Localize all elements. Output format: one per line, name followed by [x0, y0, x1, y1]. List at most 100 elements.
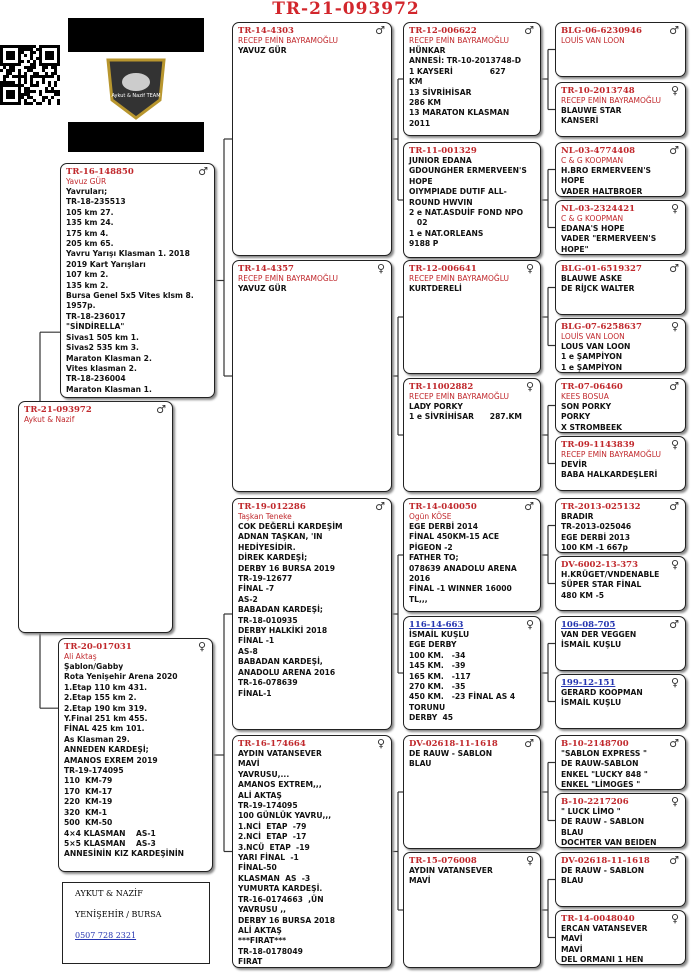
- info-line: 320 KM-1: [64, 807, 108, 817]
- contact-phone[interactable]: 0507 728 2321: [75, 931, 137, 940]
- info-line: ENKEL "LİMOGES ": [561, 780, 641, 790]
- qr-module: [36, 57, 39, 60]
- info-line: 1 e SİVRİHİSAR 287.KM: [409, 412, 522, 422]
- info-line: BABADAN KARDEŞİ;: [238, 605, 323, 615]
- info-line: COK DEĞERLİ KARDEŞİM: [238, 522, 343, 531]
- info-line: İSMAİL KUŞLU: [561, 698, 622, 708]
- ring-number: TR-12-006622: [409, 26, 477, 36]
- info-line: BABA HALKARDEŞLERİ: [561, 470, 658, 480]
- ring-number: BLG-07-6258637: [561, 322, 642, 332]
- logo-shield: [106, 58, 166, 120]
- qr-module: [6, 81, 9, 84]
- info-line: YARI FİNAL -1: [238, 853, 299, 863]
- info-line: DE RAUW - SABLON: [561, 817, 645, 827]
- info-line: 2016: [409, 574, 431, 584]
- qr-module: [24, 81, 27, 84]
- info-line: VAN DER VEGGEN: [561, 630, 637, 639]
- qr-module: [0, 63, 3, 66]
- qr-module: [9, 81, 12, 84]
- ring-number: TR-09-1143839: [561, 440, 635, 450]
- info-line: 220 KM-19: [64, 797, 113, 807]
- qr-module: [18, 90, 21, 93]
- info-line: DOCHTER VAN BEIDEN: [561, 838, 657, 848]
- qr-module: [18, 78, 21, 81]
- sex-symbol: ♂: [669, 24, 679, 37]
- info-line: 13 SİVRİHİSAR: [409, 87, 472, 97]
- qr-module: [24, 75, 27, 78]
- info-line: 170 KM-17: [64, 786, 113, 796]
- pedigree-box: TR-19-012286 ♂ Taşkan Teneke COK DEĞERLİ KA…: [232, 498, 392, 730]
- info-line: DERBY 16 BURSA 2018: [238, 915, 335, 925]
- info-line: 100 KM -1 667p: [561, 543, 628, 553]
- info-line: ROUND HWVIN: [409, 197, 473, 207]
- sex-symbol: ♀: [670, 558, 679, 571]
- info-line: ALİ AKTAŞ: [238, 925, 282, 935]
- ring-number: BLG-06-6230946: [561, 26, 642, 36]
- info-line: BLAU: [561, 827, 584, 837]
- qr-module: [33, 75, 36, 78]
- qr-module: [12, 69, 15, 72]
- qr-module: [33, 45, 36, 48]
- qr-module: [57, 75, 60, 78]
- info-line: TR-2013-025046: [561, 522, 632, 532]
- qr-module: [0, 93, 3, 96]
- qr-module: [33, 90, 36, 93]
- qr-module: [51, 57, 54, 60]
- qr-module: [24, 99, 27, 102]
- qr-module: [39, 75, 42, 78]
- qr-module: [57, 63, 60, 66]
- sex-symbol: ♂: [524, 737, 534, 750]
- info-line: Vites klasman 2.: [66, 363, 137, 373]
- info-line: AS-2: [238, 594, 258, 604]
- pedigree-box: 116-14-663 ♀ İSMAİL KUŞLU EGE DERBY 100 KM. …: [403, 616, 541, 730]
- qr-module: [48, 75, 51, 78]
- qr-module: [45, 51, 48, 54]
- info-line: 1 KAYSERİ 627: [409, 66, 506, 76]
- info-line: 5×5 KLASMAN AS-3: [64, 838, 156, 848]
- pedigree-box: TR-11-001329 JUNIOR EDANA GDOUNGHER ERMERV…: [403, 142, 541, 258]
- qr-module: [54, 90, 57, 93]
- qr-module: [27, 69, 30, 72]
- info-line: "SABLON EXPRESS ": [561, 749, 647, 758]
- pedigree-box: TR-14-040050 ♂ Ogün KÖSE EGE DERBİ 2014 FİNA…: [403, 498, 541, 612]
- info-line: Maraton Klasman 2.: [66, 353, 152, 363]
- info-line: H.BRO ERMERVEEN'S: [561, 166, 652, 175]
- qr-module: [51, 72, 54, 75]
- info-line: ANNESİNİN KIZ KARDEŞİNİN: [64, 849, 185, 859]
- qr-module: [48, 99, 51, 102]
- info-line: ENKEL "LUCKY 848 ": [561, 769, 648, 779]
- sex-symbol: ♂: [669, 500, 679, 513]
- info-line: FİNAL -1: [238, 636, 275, 646]
- info-line: YAVRUSU,...: [238, 769, 290, 779]
- qr-module: [0, 99, 3, 102]
- ring-number: 106-08-705: [561, 620, 616, 630]
- qr-module: [30, 54, 33, 57]
- qr-module: [3, 66, 6, 69]
- qr-module: [18, 87, 21, 90]
- info-line: KANSERİ: [561, 116, 599, 126]
- qr-module: [12, 51, 15, 54]
- qr-module: [54, 69, 57, 72]
- info-line: TL,,,: [409, 594, 428, 604]
- qr-module: [12, 102, 15, 105]
- info-line: TR-16-078639: [238, 678, 298, 688]
- info-line: 1.NCİ ETAP -79: [238, 821, 307, 831]
- ring-number: 199-12-151: [561, 678, 616, 688]
- qr-module: [33, 72, 36, 75]
- ring-number: TR-19-012286: [238, 502, 306, 512]
- qr-module: [54, 63, 57, 66]
- qr-module: [42, 78, 45, 81]
- qr-module: [18, 96, 21, 99]
- qr-module: [33, 51, 36, 54]
- sex-symbol: ♂: [669, 262, 679, 275]
- info-line: VADER HALTBROER: [561, 186, 643, 196]
- info-line: TR-18-235513: [66, 197, 126, 207]
- qr-module: [18, 60, 21, 63]
- qr-module: [27, 87, 30, 90]
- sex-symbol: ♀: [376, 737, 385, 750]
- owner: RECEP EMİN BAYRAMOĞLU: [561, 96, 662, 105]
- ring-number: TR-11-001329: [409, 146, 477, 156]
- info-line: AMANOS EXTREM,,,: [238, 780, 322, 790]
- qr-module: [30, 84, 33, 87]
